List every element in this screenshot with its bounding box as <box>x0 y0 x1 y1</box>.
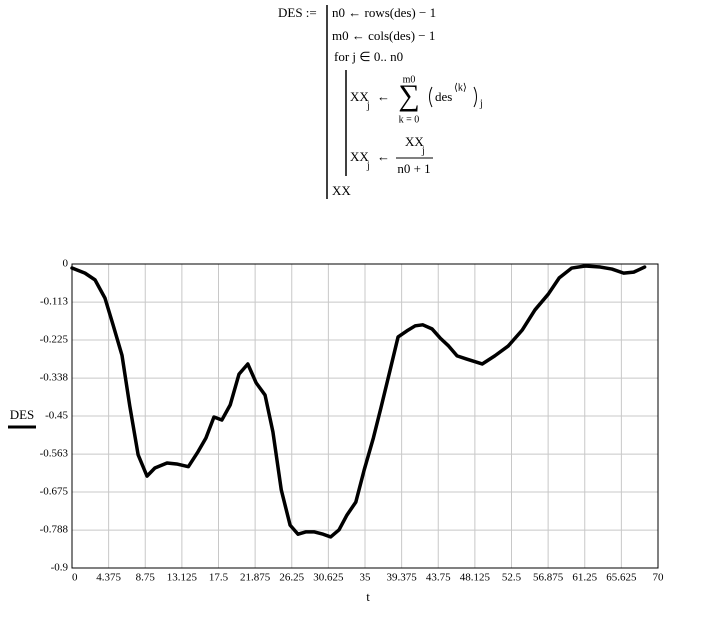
x-tick-label: 39.375 <box>387 572 418 584</box>
result: XX <box>332 183 351 198</box>
y-tick-label: -0.9 <box>51 562 69 574</box>
arrow: ← <box>377 89 390 104</box>
div-lhs-sub: j <box>366 160 370 171</box>
x-tick-label: 52.5 <box>502 572 522 584</box>
y-tick-label: -0.225 <box>40 334 69 346</box>
sigma: ∑ <box>398 79 419 112</box>
x-tick-label: 4.375 <box>96 572 121 584</box>
x-tick-label: 26.25 <box>279 572 304 584</box>
x-tick-label: 56.875 <box>533 572 564 584</box>
plot-frame <box>71 263 659 569</box>
x-tick-label: 43.75 <box>426 572 451 584</box>
sum-lhs: XX <box>350 89 369 104</box>
y-tick-label: -0.113 <box>40 296 69 308</box>
data-line <box>70 264 647 539</box>
y-tick-label: -0.788 <box>40 524 69 536</box>
y-tick-label: -0.675 <box>40 486 69 498</box>
y-tick-label: 0 <box>63 258 69 270</box>
program-line: for j ∈ 0.. n0 <box>334 49 403 64</box>
x-tick-label: 70 <box>653 572 665 584</box>
div-den: n0 + 1 <box>397 161 430 176</box>
x-tick-label: 48.125 <box>460 572 491 584</box>
assign: DES := <box>278 5 317 20</box>
x-axis-label: t <box>366 589 370 604</box>
div-num-sub: j <box>421 145 425 156</box>
program-line: m0 ← cols(des) − 1 <box>332 28 435 43</box>
sum-lhs-sub: j <box>366 100 370 111</box>
sum-upper: m0 <box>403 74 416 85</box>
x-tick-label: 35 <box>360 572 372 584</box>
y-axis-label: DES <box>10 407 35 422</box>
x-tick-label: 17.5 <box>209 572 229 584</box>
arrow: ← <box>377 149 390 164</box>
x-tick-label: 30.625 <box>313 572 344 584</box>
x-tick-label: 21.875 <box>240 572 271 584</box>
y-tick-label: -0.563 <box>40 448 69 460</box>
parens <box>429 86 477 108</box>
sum-body: des <box>435 89 452 104</box>
program-line: n0 ← rows(des) − 1 <box>332 5 436 20</box>
sum-lower: k = 0 <box>399 114 420 125</box>
y-tick-label: -0.338 <box>40 372 69 384</box>
x-tick-label: 13.125 <box>167 572 198 584</box>
x-tick-label: 0 <box>72 572 78 584</box>
x-tick-label: 65.625 <box>606 572 637 584</box>
x-tick-label: 61.25 <box>572 572 597 584</box>
sum-body-sub: j <box>479 98 483 109</box>
chart: DES t 0 -0.113 -0.225 -0.338 -0.45 -0.563 -0.6… <box>8 258 664 604</box>
x-tick-label: 8.75 <box>136 572 156 584</box>
sum-sup: ⟨k⟩ <box>454 82 467 93</box>
div-lhs: XX <box>350 149 369 164</box>
div-num: XX <box>405 134 424 149</box>
y-tick-label: -0.45 <box>45 410 68 422</box>
